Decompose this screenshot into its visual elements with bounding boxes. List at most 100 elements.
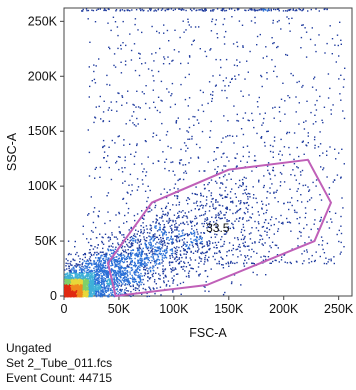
- event-dot: [221, 264, 223, 266]
- event-dot: [154, 293, 156, 295]
- event-dot: [86, 282, 88, 284]
- event-dot: [135, 269, 138, 271]
- event-dot: [175, 273, 178, 275]
- event-dot: [195, 217, 198, 219]
- event-dot: [125, 287, 127, 289]
- event-dot: [216, 33, 218, 35]
- event-dot: [253, 126, 255, 129]
- event-dot: [303, 153, 305, 155]
- event-dot: [123, 274, 126, 276]
- event-dot: [104, 267, 107, 269]
- event-dot: [142, 287, 144, 290]
- event-dot: [150, 242, 152, 244]
- event-dot: [133, 261, 136, 263]
- event-dot: [183, 234, 186, 236]
- event-dot: [272, 156, 274, 158]
- event-dot: [81, 264, 83, 266]
- event-dot: [91, 264, 93, 266]
- event-dot: [119, 156, 121, 158]
- event-dot: [90, 288, 93, 290]
- event-dot: [267, 169, 269, 172]
- event-dot: [214, 168, 216, 171]
- event-dot: [131, 238, 134, 240]
- event-dot: [79, 293, 81, 295]
- event-dot: [178, 262, 181, 265]
- event-dot: [224, 85, 226, 87]
- event-dot: [247, 204, 250, 207]
- scatter-plot: 0 50K 100K 150K 200K 250K 050K100K150K200K250…: [5, 7, 354, 340]
- event-dot: [136, 189, 139, 191]
- event-dot: [184, 233, 186, 235]
- event-dot: [190, 157, 192, 159]
- event-dot: [121, 247, 123, 249]
- event-dot: [126, 265, 128, 267]
- event-dot: [102, 293, 105, 295]
- event-dot: [101, 236, 103, 238]
- event-dot: [97, 274, 99, 277]
- event-dot: [111, 262, 113, 264]
- event-dot: [115, 275, 117, 278]
- event-dot: [64, 277, 66, 279]
- event-dot: [172, 204, 174, 206]
- event-dot: [105, 286, 108, 288]
- event-dot: [166, 191, 168, 194]
- event-dot: [124, 251, 126, 253]
- event-dot: [147, 246, 149, 248]
- event-dot: [245, 177, 247, 179]
- event-dot: [82, 277, 84, 280]
- event-dot: [236, 165, 238, 167]
- event-dot: [110, 270, 112, 272]
- event-dot: [207, 183, 209, 186]
- event-dot: [202, 225, 205, 228]
- event-dot: [98, 210, 100, 212]
- event-dot: [111, 286, 113, 288]
- event-dot: [149, 241, 151, 243]
- event-dot: [215, 207, 217, 209]
- event-dot: [84, 267, 86, 270]
- event-dot: [78, 284, 81, 287]
- event-dot: [151, 267, 154, 269]
- event-dot: [208, 244, 210, 247]
- event-dot: [219, 210, 222, 213]
- event-dot: [177, 216, 179, 218]
- event-dot: [75, 281, 78, 283]
- event-dot: [115, 271, 117, 273]
- event-dot: [66, 278, 68, 281]
- event-dot: [291, 197, 293, 199]
- event-dot: [293, 163, 296, 165]
- event-dot: [146, 258, 148, 260]
- event-dot: [214, 233, 216, 235]
- event-dot: [88, 282, 90, 285]
- event-dot: [100, 295, 102, 297]
- event-dot: [172, 231, 174, 233]
- event-dot: [68, 294, 70, 297]
- event-dot: [286, 16, 288, 18]
- event-dot: [237, 186, 240, 189]
- event-dot: [117, 250, 119, 252]
- event-dot: [295, 111, 297, 113]
- event-dot: [216, 171, 218, 173]
- event-dot: [93, 70, 95, 73]
- event-dot: [147, 211, 149, 213]
- event-dot: [141, 251, 144, 254]
- event-dot: [140, 232, 142, 234]
- event-dot: [178, 215, 180, 217]
- event-dot: [143, 274, 146, 277]
- event-dot: [98, 257, 101, 260]
- event-dot: [182, 210, 184, 212]
- event-dot: [145, 263, 147, 265]
- event-dot: [66, 286, 69, 289]
- event-dot: [152, 75, 154, 77]
- event-dot: [137, 288, 139, 290]
- event-dot: [69, 288, 72, 290]
- event-dot: [166, 242, 169, 244]
- event-dot: [242, 217, 244, 219]
- event-dot: [70, 260, 72, 263]
- event-dot: [128, 229, 130, 231]
- event-dot: [148, 259, 151, 262]
- event-dot: [82, 225, 84, 227]
- event-dot: [91, 295, 93, 298]
- event-dot: [247, 196, 249, 198]
- event-dot: [200, 258, 203, 260]
- event-dot: [185, 275, 188, 278]
